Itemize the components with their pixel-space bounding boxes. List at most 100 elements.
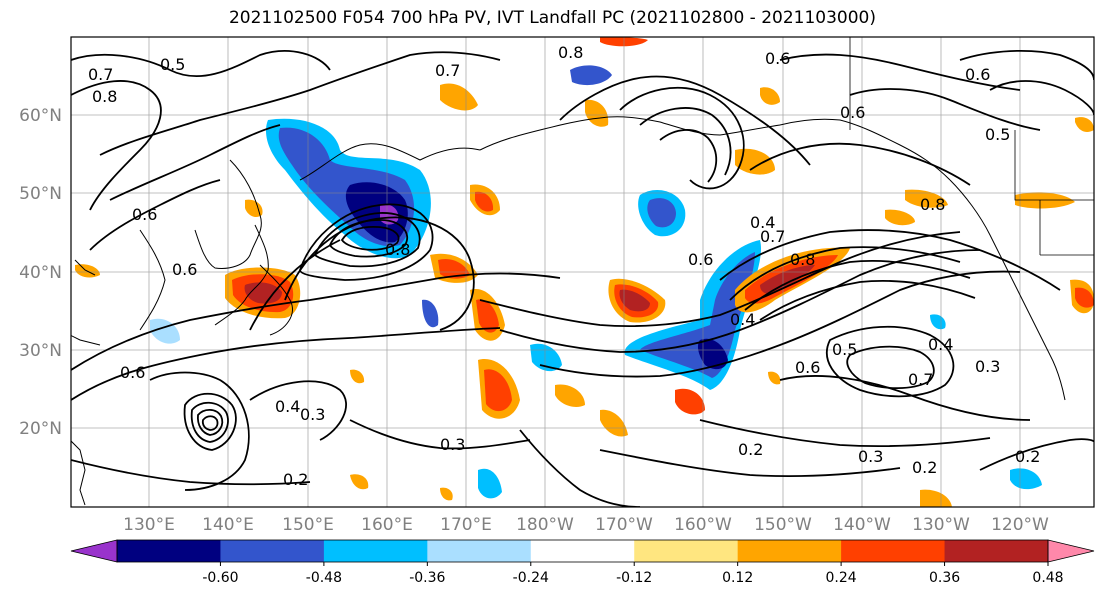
- lon-label: 160°E: [361, 515, 413, 535]
- positive-anomaly-patch: [585, 99, 609, 127]
- lon-label: 180°W: [516, 515, 574, 535]
- colorbar-tick-label: -0.48: [306, 570, 342, 586]
- positive-anomaly-patch: [619, 289, 650, 312]
- colorbar-segment: [323, 540, 428, 562]
- positive-anomaly-patch: [885, 209, 915, 226]
- negative-anomaly-patch: [530, 343, 562, 372]
- negative-anomaly-patch: [697, 338, 728, 370]
- positive-anomaly-patch: [244, 282, 282, 304]
- contour-label: 0.5: [832, 340, 857, 359]
- positive-anomaly-patch: [555, 384, 585, 407]
- colorbar-segment: [427, 540, 532, 562]
- positive-anomaly-patch: [600, 409, 628, 437]
- positive-anomaly-patch: [440, 487, 453, 501]
- contour-label: 0.6: [795, 358, 820, 377]
- map-title: 2021102500 F054 700 hPa PV, IVT Landfall…: [228, 8, 876, 28]
- positive-anomaly-patch: [245, 199, 263, 218]
- positive-anomaly-patch: [440, 83, 478, 111]
- map-plot-area: 0.5 0.7 0.8 0.6 0.7 0.8 0.6 0.5 0.6 0.4 …: [71, 37, 1094, 507]
- contour-label: 0.3: [858, 447, 883, 466]
- contour-label: 0.8: [558, 43, 583, 62]
- lon-label: 150°E: [282, 515, 334, 535]
- colorbar-tick-label: -0.36: [409, 570, 445, 586]
- colorbar-segment: [634, 540, 739, 562]
- positive-anomaly-patch: [760, 87, 780, 105]
- colorbar-segment: [220, 540, 325, 562]
- contour-label: 0.6: [765, 49, 790, 68]
- negative-anomaly-patch: [930, 314, 946, 330]
- colorbar-extend-max: [1047, 539, 1095, 563]
- contour-label: 0.8: [920, 195, 945, 214]
- negative-anomaly-patch: [345, 182, 408, 243]
- longitude-labels: 130°E 140°E 150°E 160°E 170°E 180°W 170°…: [123, 515, 1049, 535]
- colorbar-extend-min: [70, 539, 118, 563]
- contour-label: 0.7: [760, 227, 785, 246]
- colorbar-segments: [117, 540, 1049, 562]
- lat-label-50n: 50°N: [19, 184, 62, 204]
- contour-label: 0.3: [975, 357, 1000, 376]
- positive-anomaly-patch: [905, 189, 948, 208]
- contour-label: 0.2: [912, 458, 937, 477]
- colorbar-segment: [737, 540, 842, 562]
- positive-anomaly-patch: [1075, 117, 1094, 133]
- positive-anomaly-patch: [350, 474, 369, 490]
- lon-label: 130°W: [912, 515, 970, 535]
- contour-label: 0.7: [88, 65, 113, 84]
- colorbar-frame: [116, 539, 1049, 563]
- positive-anomaly-patch: [438, 258, 470, 279]
- negative-anomaly-patch: [647, 198, 676, 228]
- positive-anomaly-patch: [1075, 287, 1094, 308]
- contour-label: 0.4: [275, 397, 300, 416]
- colorbar-segment: [117, 540, 221, 562]
- contour-label: 0.6: [688, 250, 713, 269]
- latitude-labels: 60°N 50°N 40°N 30°N 20°N: [19, 106, 62, 439]
- lon-label: 130°E: [123, 515, 175, 535]
- positive-anomaly-patch: [484, 369, 512, 412]
- contour-label: 0.8: [790, 250, 815, 269]
- contour-label: 0.4: [730, 310, 755, 329]
- contour-label: 0.7: [435, 61, 460, 80]
- contour-label: 0.4: [928, 335, 953, 354]
- colorbar-tick-label: 0.36: [929, 570, 960, 586]
- contour-label: 0.4: [750, 213, 775, 232]
- negative-anomaly-patch: [570, 65, 612, 86]
- positive-anomaly-patch: [735, 148, 775, 175]
- lat-label-30n: 30°N: [19, 341, 62, 361]
- positive-anomaly-patch: [1015, 192, 1075, 209]
- contour-label: 0.8: [385, 240, 410, 259]
- borders: [849, 37, 1094, 256]
- positive-anomaly-patch: [675, 388, 705, 415]
- contour-label: 0.6: [132, 205, 157, 224]
- coastlines: [71, 116, 1066, 506]
- lon-label: 120°W: [991, 515, 1049, 535]
- contour-label: 0.2: [1015, 447, 1040, 466]
- contour-label: 0.2: [283, 470, 308, 489]
- contour-labels: 0.5 0.7 0.8 0.6 0.7 0.8 0.6 0.5 0.6 0.4 …: [88, 43, 1040, 489]
- lat-label-40n: 40°N: [19, 263, 62, 283]
- lon-label: 160°W: [674, 515, 732, 535]
- lon-label: 140°W: [833, 515, 891, 535]
- pv-anomaly-fills: [75, 37, 1094, 507]
- colorbar-segment: [841, 540, 946, 562]
- contour-label: 0.6: [840, 103, 865, 122]
- lat-label-20n: 20°N: [19, 419, 62, 439]
- ivt-contours: [71, 49, 1094, 507]
- positive-anomaly-patch: [350, 369, 365, 384]
- colorbar-segment: [530, 540, 635, 562]
- contour-label: 0.3: [440, 435, 465, 454]
- lon-label: 170°W: [595, 515, 653, 535]
- lon-label: 150°W: [754, 515, 812, 535]
- colorbar-tick-label: -0.24: [513, 570, 549, 586]
- colorbar-ticks: -0.60 -0.48 -0.36 -0.24 -0.12 0.12 0.24 0.36 0.4…: [202, 562, 1064, 586]
- positive-anomaly-patch: [476, 299, 499, 333]
- contour-label: 0.2: [738, 440, 763, 459]
- positive-anomaly-patch: [920, 489, 952, 507]
- positive-anomaly-patch: [768, 371, 781, 385]
- positive-anomaly-patch: [475, 191, 494, 212]
- contour-label: 0.6: [965, 65, 990, 84]
- colorbar-tick-label: 0.24: [826, 570, 857, 586]
- colorbar-tick-label: 0.48: [1032, 570, 1063, 586]
- lon-label: 140°E: [202, 515, 254, 535]
- contour-label: 0.8: [92, 87, 117, 106]
- contour-label: 0.5: [985, 125, 1010, 144]
